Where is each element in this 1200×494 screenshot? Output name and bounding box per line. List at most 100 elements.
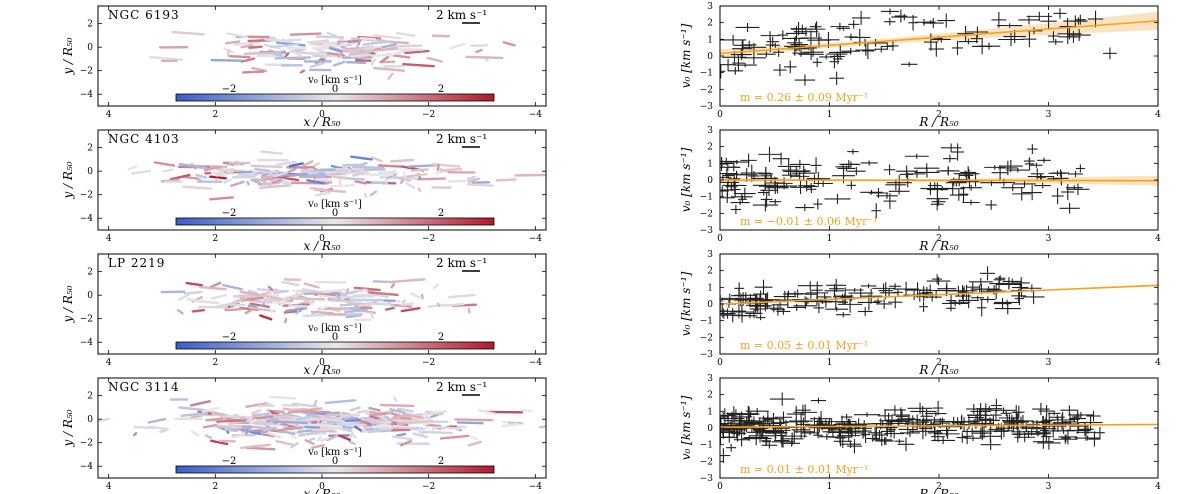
x-tick-label: 0 [717,110,723,120]
colorbar-tick-label: −2 [222,456,237,467]
y-tick-label: −3 [700,102,714,112]
velocity-vector [338,179,342,187]
x-tick-label: 0 [319,234,325,244]
data-point [734,282,745,295]
data-point [720,34,747,46]
x-tick-label: 1 [827,482,833,492]
data-point [926,276,951,286]
velocity-vector [250,164,283,169]
data-point [888,296,903,309]
data-point [720,308,733,315]
velocity-vector [311,427,334,431]
data-point [932,400,944,416]
data-point [773,64,787,77]
data-point [829,71,844,85]
velocity-vector [190,430,200,437]
velocity-vector [288,304,309,308]
data-point [899,170,914,178]
velocity-vector [301,160,314,167]
y-tick-label: 0 [707,52,713,62]
y-tick-label: 0 [87,415,93,425]
velocity-vector [391,435,413,441]
data-point [1048,38,1064,45]
x-tick-label: −2 [422,234,435,244]
data-point [793,302,818,310]
velocity-vector [127,165,138,171]
velocity-vector [439,167,463,172]
velocity-vector [467,307,471,314]
velocity-vector [362,45,383,51]
velocity-map-panel: 4 2 0 −2 −4 2 0 −2 −4 x / R₅₀ y / R₅₀ NGC 6193 2 km … [61,5,547,129]
colorbar [175,93,495,102]
data-point [793,27,819,37]
x-tick-label: −4 [529,234,543,244]
data-point [977,42,1001,50]
x-tick-label: −4 [529,482,543,492]
data-point [755,315,766,321]
data-point [846,181,856,190]
fit-line [720,20,1158,55]
data-point [743,420,763,426]
x-tick-label: 2 [212,110,218,120]
galaxy-name: LP 2219 [108,256,165,270]
y-tick-label: 3 [707,126,713,136]
data-point [803,182,819,191]
data-point [936,167,960,175]
velocity-vector [210,58,244,62]
data-point [1052,434,1078,444]
velocity-vector [315,35,345,39]
data-point [826,51,848,57]
velocity-vector [185,281,203,287]
data-point [770,303,786,316]
velocity-vector [178,293,190,301]
velocity-vector [306,178,326,185]
radial-profile-panel: 0 1 2 3 4 3 2 1 0 −1 −2 −3 R / R₅₀ v₀ [km s⁻¹] m = 0.0… [679,374,1161,494]
data-point [790,180,811,195]
data-point [720,156,729,172]
y-tick-label: 0 [87,167,93,177]
data-point [796,417,811,432]
x-tick-label: 4 [106,482,112,492]
data-point [979,430,1002,443]
x-tick-label: 2 [212,482,218,492]
velocity-vector [171,30,205,36]
data-point [1078,414,1103,431]
velocity-vector [272,420,309,425]
data-point [783,60,797,74]
y-axis-label: y / R₅₀ [61,409,75,447]
velocity-vector [357,302,375,308]
data-point [922,292,942,302]
velocity-vector [466,183,494,187]
data-point [1006,167,1030,173]
velocity-vector [319,417,339,422]
x-tick-label: 2 [936,110,942,120]
data-point [761,436,771,446]
velocity-vector [276,421,282,427]
y-tick-label: 2 [87,144,93,154]
velocity-vector [284,317,288,324]
data-point [962,428,972,445]
x-tick-label: 4 [106,358,112,368]
velocity-vector [214,424,234,430]
y-tick-label: −2 [80,67,93,77]
data-point [825,307,849,312]
data-point [962,199,980,206]
velocity-vectors [98,395,546,451]
velocity-vector [467,440,483,447]
data-point [886,175,912,191]
x-tick-label: 2 [936,482,942,492]
data-point [931,436,956,445]
data-point [731,303,747,319]
data-point [967,415,984,420]
data-point [951,143,964,161]
data-point [721,293,738,304]
data-point [752,293,768,307]
data-point [748,433,775,439]
y-tick-label: −4 [80,338,94,348]
data-point [856,420,872,437]
velocity-vectors [127,150,546,201]
data-point [730,200,750,205]
velocity-vector [245,402,268,408]
velocity-vector [250,409,262,415]
velocity-vector [448,293,476,299]
